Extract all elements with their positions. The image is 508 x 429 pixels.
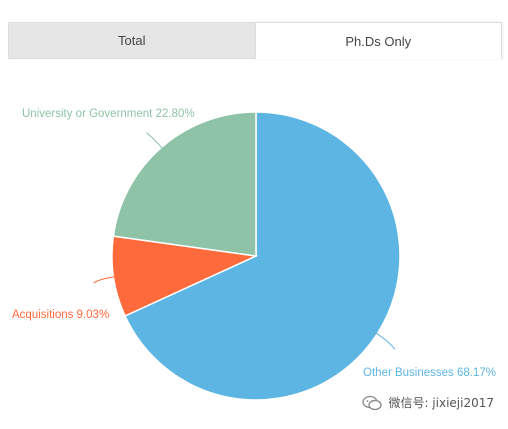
connector-slice-other-businesses xyxy=(375,332,396,350)
tab-phds-only[interactable]: Ph.Ds Only xyxy=(254,22,502,59)
wechat-watermark: 微信号: jixieji2017 xyxy=(362,394,494,411)
wechat-icon xyxy=(362,395,383,411)
tab-total[interactable]: Total xyxy=(8,22,255,59)
connector-slice-university-government xyxy=(145,132,164,150)
label-university-government: University or Government 22.80% xyxy=(22,108,195,120)
label-acquisitions: Acquisitions 9.03% xyxy=(12,309,109,321)
watermark-text: 微信号: jixieji2017 xyxy=(388,396,494,410)
slice-university-government[interactable] xyxy=(112,111,257,257)
label-other-businesses: Other Businesses 68.17% xyxy=(363,367,496,379)
tab-bar: Total Ph.Ds Only xyxy=(8,22,502,59)
connector-slice-acquisitions xyxy=(93,276,116,284)
